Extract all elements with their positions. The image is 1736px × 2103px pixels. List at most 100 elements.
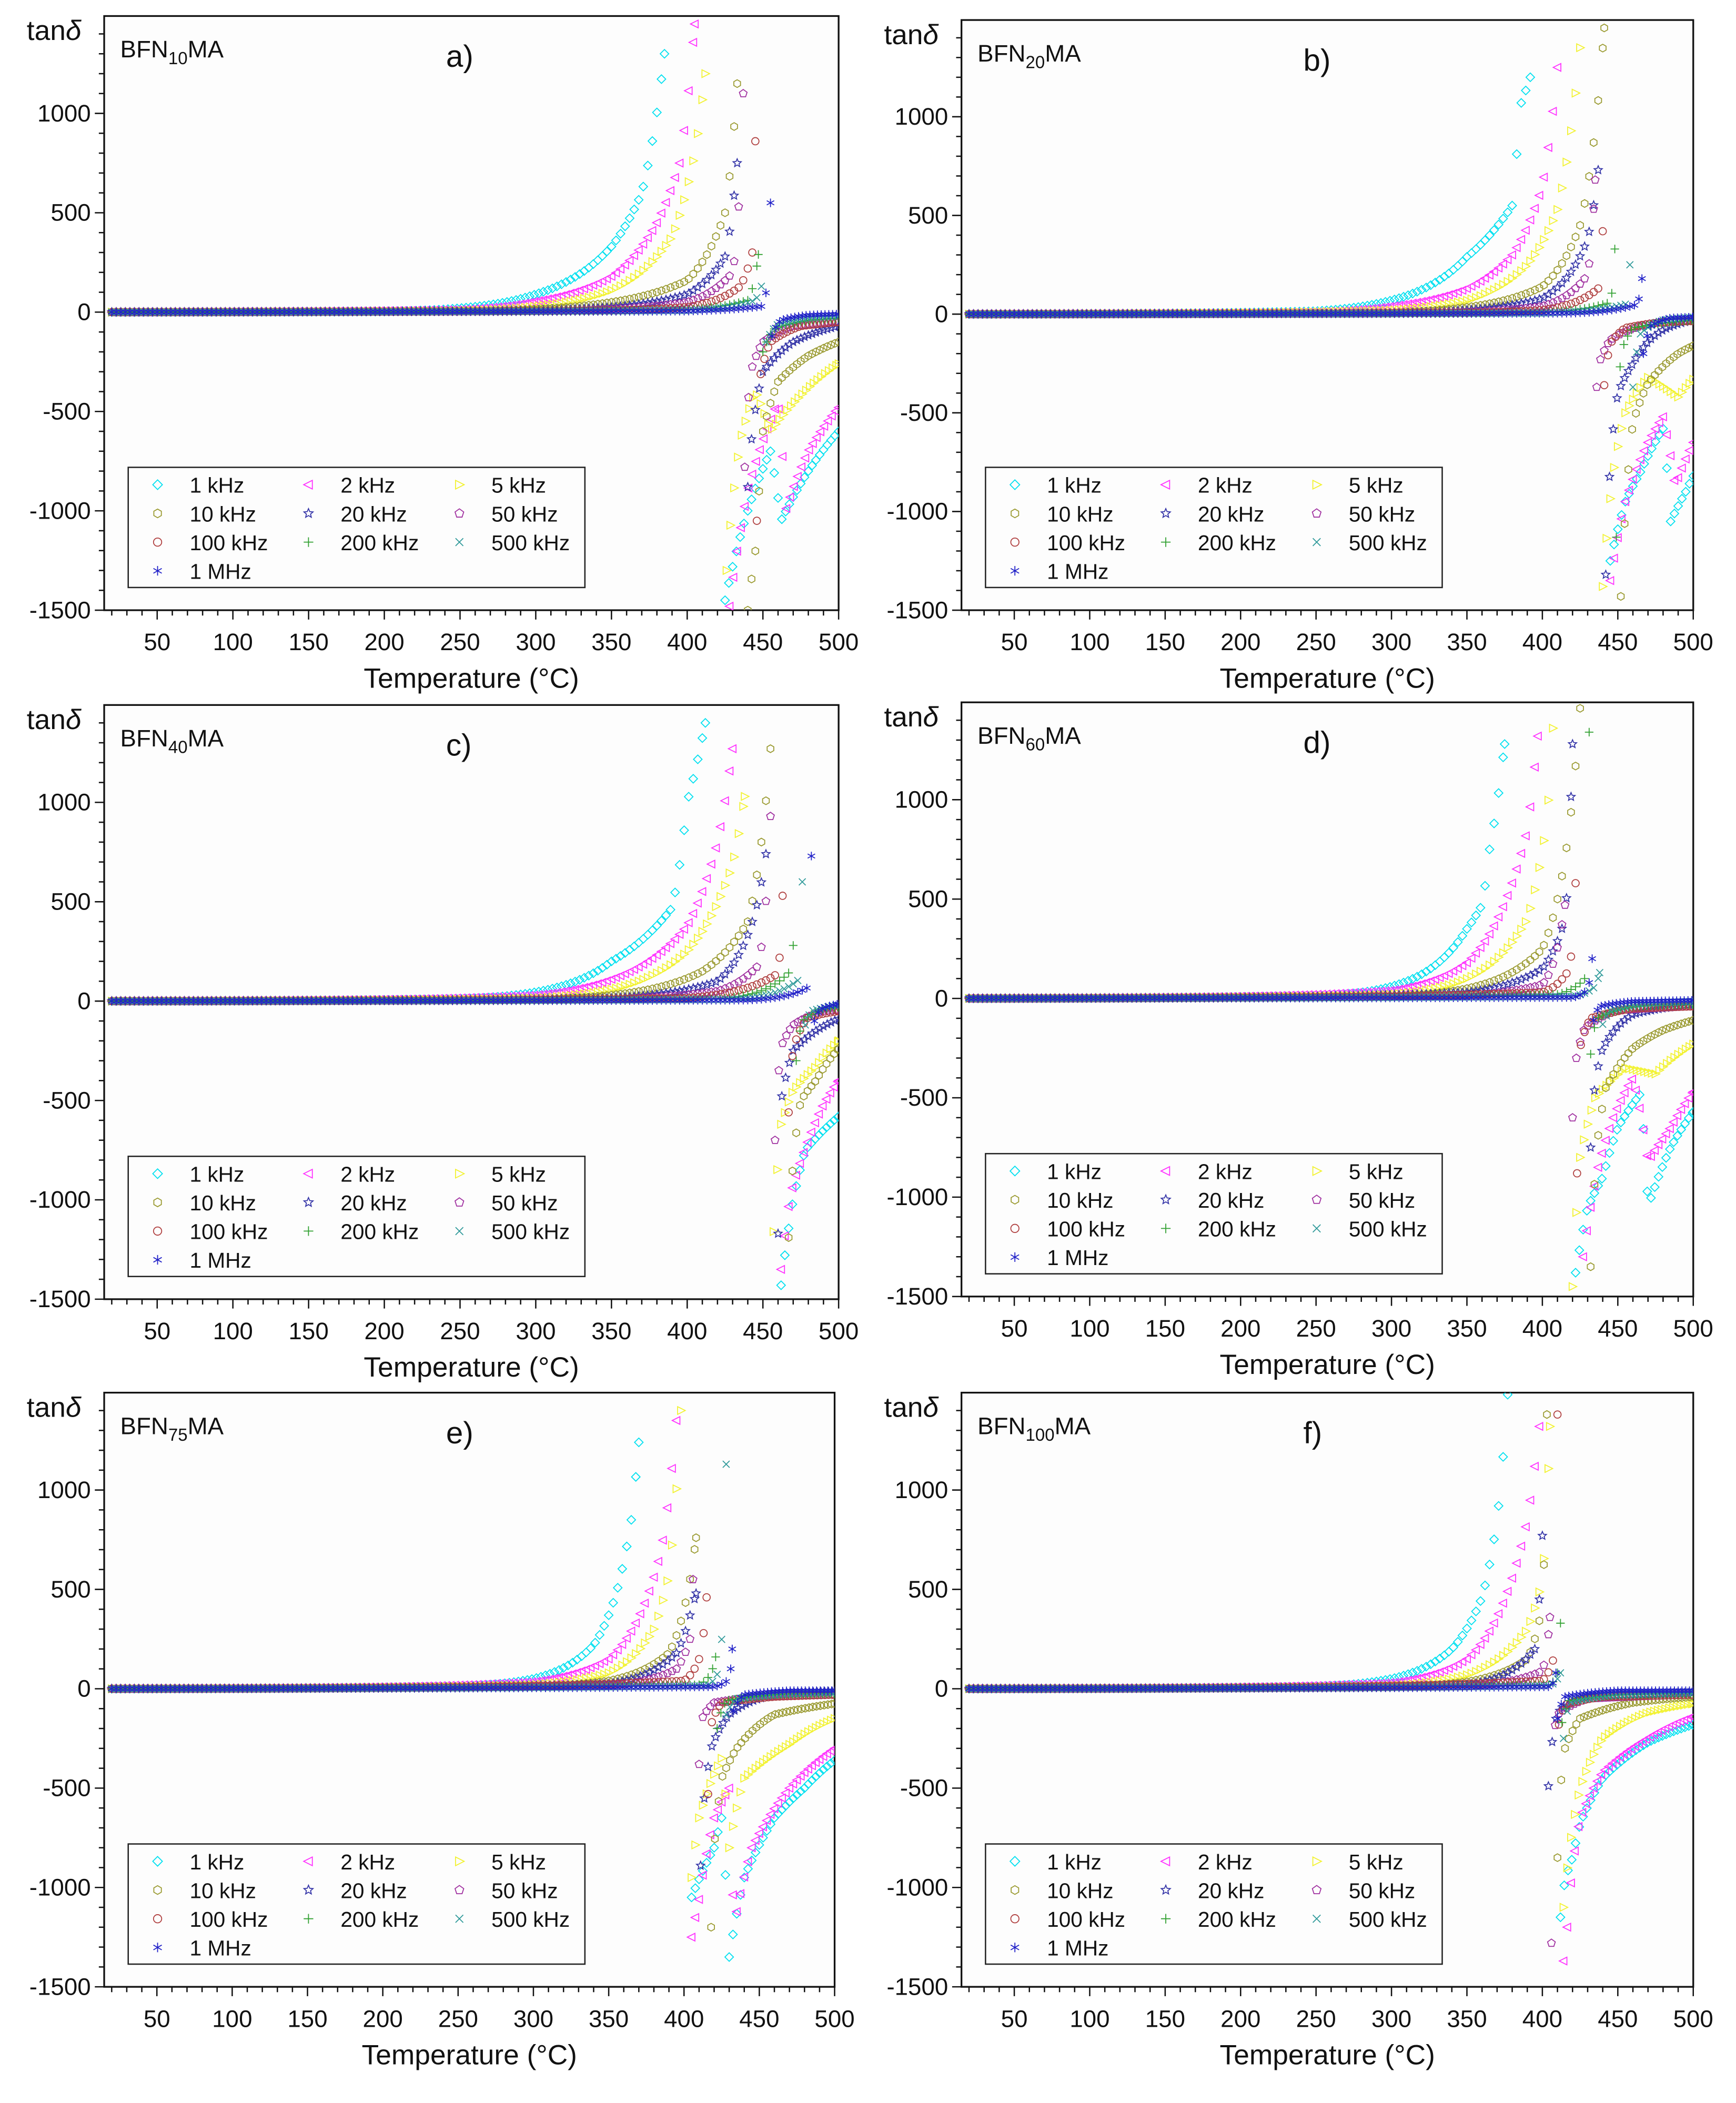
data-point (1609, 539, 1619, 550)
data-point (1639, 349, 1648, 358)
data-point (1620, 497, 1631, 507)
data-point (1654, 430, 1664, 440)
data-point (634, 976, 644, 986)
data-point (1600, 569, 1611, 579)
data-point (1580, 294, 1589, 302)
data-point (1567, 242, 1575, 251)
data-point (784, 1233, 793, 1242)
data-point (1583, 226, 1594, 237)
data-point (1520, 85, 1531, 96)
data-point (773, 1165, 783, 1175)
data-point (580, 294, 590, 304)
data-point (780, 1250, 790, 1260)
data-point (716, 892, 726, 902)
data-point (806, 1127, 815, 1137)
data-point (670, 173, 679, 183)
data-point (684, 297, 693, 306)
data-point (747, 916, 758, 926)
data-point (834, 1044, 839, 1054)
data-point (1485, 230, 1495, 240)
data-point (656, 947, 665, 956)
legend-marker-diamond-icon (152, 479, 163, 490)
data-point (1502, 207, 1513, 217)
data-point (603, 287, 612, 297)
data-point (689, 269, 698, 279)
data-point (1498, 214, 1508, 224)
data-point (607, 286, 617, 295)
data-point (1636, 398, 1644, 407)
data-point (634, 269, 644, 279)
data-point (833, 426, 839, 437)
x-tick-label: 250 (1296, 629, 1336, 655)
data-point (1557, 294, 1567, 302)
data-point (725, 982, 734, 990)
data-point (1628, 424, 1636, 434)
data-point (1620, 497, 1630, 507)
data-point (780, 1072, 791, 1083)
data-point (751, 351, 761, 360)
data-point (829, 1082, 838, 1092)
data-point (675, 279, 684, 288)
data-point (724, 578, 734, 588)
data-point (768, 331, 776, 340)
data-point (781, 507, 791, 517)
data-point (1592, 382, 1601, 391)
data-point (833, 1013, 839, 1024)
data-point (1677, 463, 1686, 473)
data-point (729, 957, 740, 967)
data-point (741, 792, 750, 801)
data-point (1627, 326, 1636, 335)
legend-marker-tri-left-icon (1159, 479, 1170, 490)
data-point (813, 310, 822, 319)
data-point (721, 881, 731, 890)
data-point (817, 1101, 827, 1111)
data-point (810, 1118, 819, 1128)
data-point (561, 277, 571, 287)
data-point (830, 407, 839, 416)
data-point (1650, 437, 1661, 447)
data-point (1610, 462, 1620, 472)
data-point (758, 434, 768, 443)
x-tick-label: 450 (743, 1318, 783, 1344)
data-point (679, 126, 688, 135)
data-point (766, 982, 775, 991)
data-point (746, 469, 756, 479)
data-point (762, 796, 770, 805)
legend-entry: 100 kHz (1047, 531, 1125, 555)
data-point (1512, 270, 1522, 279)
data-point (1458, 297, 1468, 306)
data-point (1545, 276, 1552, 286)
data-point (784, 1108, 793, 1117)
data-point (1672, 473, 1682, 482)
legend-entry: 10 kHz (1047, 502, 1113, 526)
data-point (1430, 277, 1440, 288)
legend-entry: 1 MHz (189, 559, 251, 583)
data-point (680, 277, 688, 286)
data-point (756, 370, 765, 379)
data-point (706, 860, 715, 869)
data-point (803, 445, 813, 455)
data-point (833, 405, 839, 410)
data-point (830, 1015, 839, 1025)
data-point (771, 971, 780, 979)
data-point (670, 934, 679, 944)
data-point (1603, 351, 1612, 360)
data-point (748, 297, 756, 305)
data-point (756, 399, 766, 409)
data-point (620, 221, 630, 231)
data-point (833, 1078, 839, 1084)
data-point (803, 1030, 814, 1041)
x-tick-label: 50 (144, 1318, 170, 1344)
data-point (1632, 409, 1640, 418)
data-point (642, 297, 653, 308)
data-point (758, 463, 768, 474)
data-point (1531, 250, 1540, 259)
data-point (765, 414, 775, 424)
data-point (761, 848, 771, 859)
data-point (773, 404, 783, 414)
data-point (1688, 440, 1693, 446)
data-point (734, 202, 743, 211)
data-point (770, 1135, 780, 1144)
data-point (792, 1128, 800, 1137)
y-tick-label: 500 (908, 202, 948, 229)
